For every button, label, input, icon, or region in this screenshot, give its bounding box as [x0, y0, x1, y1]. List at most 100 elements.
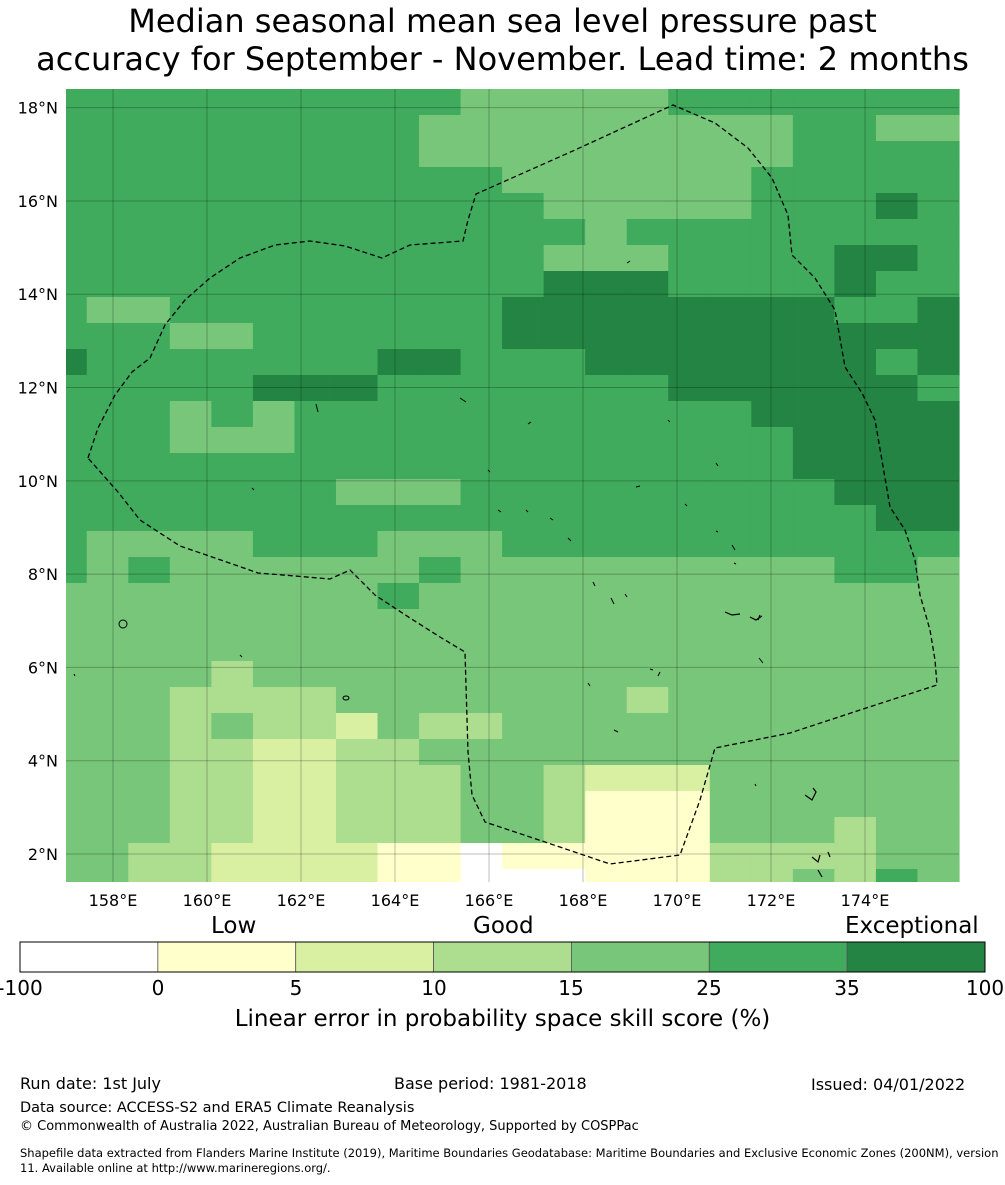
grid-cell [294, 609, 337, 636]
grid-cell [86, 167, 129, 194]
grid-cell [626, 713, 669, 740]
grid-cell [460, 687, 503, 714]
grid-cell [626, 219, 669, 246]
grid-cell [128, 869, 171, 882]
grid-cell [335, 141, 379, 168]
grid-cell [419, 843, 462, 870]
grid-cell [335, 297, 379, 324]
grid-cell [377, 869, 420, 882]
grid-cell [751, 609, 794, 636]
grid-cell [668, 297, 711, 324]
grid-cell [668, 739, 711, 766]
grid-cell [792, 687, 835, 714]
grid-cell [335, 713, 379, 740]
grid-cell [460, 193, 503, 220]
grid-cell [419, 661, 462, 688]
grid-cell [875, 349, 919, 376]
grid-cell [585, 661, 628, 688]
grid-cell [585, 583, 628, 610]
grid-cell [875, 739, 919, 766]
grid-cell [668, 531, 711, 558]
grid-cell [128, 89, 171, 116]
grid-cell [335, 739, 379, 766]
grid-cell [294, 531, 337, 558]
grid-cell [875, 115, 919, 142]
grid-cell [419, 271, 462, 298]
latitude-tick-label: 18°N [18, 99, 58, 118]
grid-cell [709, 167, 752, 194]
colorbar-tick: 10 [421, 976, 447, 1000]
grid-cell [875, 635, 919, 662]
grid-cell [834, 817, 877, 844]
latitude-tick-label: 4°N [28, 752, 58, 771]
grid-cell [626, 375, 669, 402]
grid-cell [86, 713, 129, 740]
grid-cell [626, 791, 669, 818]
grid-cell [169, 89, 212, 116]
grid-cell [834, 661, 877, 688]
grid-cell [86, 271, 129, 298]
grid-cell [543, 843, 586, 870]
grid-cell [502, 89, 545, 116]
grid-cell [128, 271, 171, 298]
grid-cell [294, 349, 337, 376]
grid-cell [211, 791, 254, 818]
grid-cell [709, 271, 752, 298]
grid-cell [543, 219, 586, 246]
grid-cell [792, 869, 835, 882]
grid-cell [377, 427, 420, 454]
grid-cell [128, 843, 171, 870]
grid-cell [66, 505, 88, 532]
grid-cell [294, 505, 337, 532]
grid-cell [626, 453, 669, 480]
grid-cell [792, 297, 835, 324]
grid-cell [252, 817, 296, 844]
grid-cell [252, 661, 296, 688]
grid-cell [294, 739, 337, 766]
grid-cell [66, 167, 88, 194]
grid-cell [834, 687, 877, 714]
grid-cell [460, 427, 503, 454]
grid-cell [377, 765, 420, 792]
latitude-tick-label: 16°N [18, 192, 58, 211]
grid-cell [585, 531, 628, 558]
grid-cell [294, 869, 337, 882]
grid-cell [169, 817, 212, 844]
grid-cell [585, 843, 628, 870]
grid-cell [751, 89, 794, 116]
colorbar-segment [295, 941, 434, 973]
grid-cell [252, 765, 296, 792]
grid-cell [709, 349, 752, 376]
grid-cell [626, 245, 669, 272]
grid-cell [252, 167, 296, 194]
grid-cell [585, 219, 628, 246]
grid-cell [668, 375, 711, 402]
grid-cell [419, 791, 462, 818]
grid-cell [834, 167, 877, 194]
grid-cell [66, 713, 88, 740]
grid-cell [917, 349, 960, 376]
grid-cell [917, 869, 960, 882]
grid-cell [585, 791, 628, 818]
grid-cell [792, 817, 835, 844]
grid-cell [502, 609, 545, 636]
grid-cell [585, 739, 628, 766]
grid-cell [460, 505, 503, 532]
grid-cell [169, 245, 212, 272]
grid-cell [335, 349, 379, 376]
grid-cell [834, 453, 877, 480]
grid-cell [419, 557, 462, 584]
grid-cell [917, 765, 960, 792]
grid-cell [211, 453, 254, 480]
grid-cell [543, 557, 586, 584]
grid-cell [585, 609, 628, 636]
grid-cell [460, 869, 503, 882]
grid-cell [294, 167, 337, 194]
grid-cell [626, 193, 669, 220]
grid-cell [502, 661, 545, 688]
grid-cell [543, 167, 586, 194]
grid-cell [543, 531, 586, 558]
grid-cell [585, 271, 628, 298]
grid-cell [834, 427, 877, 454]
grid-cell [502, 739, 545, 766]
